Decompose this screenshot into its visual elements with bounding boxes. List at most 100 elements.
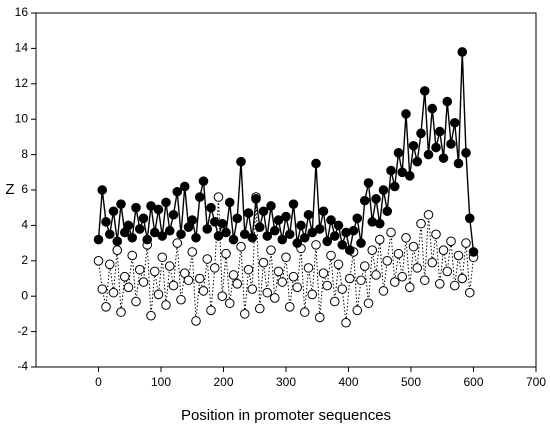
y-axis-title: Z xyxy=(5,181,14,198)
y-tick-label: 4 xyxy=(21,218,28,232)
data-point xyxy=(404,171,415,181)
data-point xyxy=(461,238,471,248)
data-point xyxy=(446,236,456,247)
data-point xyxy=(262,231,273,241)
data-point xyxy=(419,275,430,286)
data-point xyxy=(206,305,216,316)
data-point xyxy=(131,202,141,213)
x-tick-label: 300 xyxy=(276,375,296,389)
data-point xyxy=(374,234,385,245)
data-point xyxy=(164,225,175,236)
data-point xyxy=(194,192,205,202)
x-axis-title: Position in promoter sequences xyxy=(181,407,391,424)
data-point xyxy=(446,139,456,149)
data-point xyxy=(232,213,243,224)
data-point xyxy=(149,266,160,277)
data-point xyxy=(127,250,138,261)
y-tick-label: 14 xyxy=(15,41,29,55)
data-point xyxy=(243,264,254,275)
data-point xyxy=(464,287,475,298)
data-point xyxy=(329,296,340,307)
data-point xyxy=(423,209,434,220)
data-point xyxy=(431,229,441,240)
data-point xyxy=(438,153,449,163)
data-point xyxy=(236,156,246,167)
data-point xyxy=(258,257,269,268)
data-point xyxy=(198,286,209,296)
data-point xyxy=(442,266,453,277)
data-point xyxy=(251,194,261,204)
data-point xyxy=(123,220,134,231)
data-point xyxy=(393,148,404,158)
data-point xyxy=(269,225,280,236)
data-point xyxy=(412,156,423,167)
data-point xyxy=(393,248,404,259)
x-tick-label: 500 xyxy=(401,375,421,389)
data-point xyxy=(419,86,430,96)
data-point xyxy=(292,238,303,248)
data-point xyxy=(116,199,126,209)
data-point xyxy=(431,142,441,153)
data-point xyxy=(322,280,333,291)
data-point xyxy=(284,229,295,240)
y-tick-label: -4 xyxy=(17,359,28,373)
data-point xyxy=(311,240,321,250)
data-point xyxy=(232,279,243,289)
data-point xyxy=(164,261,175,271)
data-point xyxy=(134,264,145,275)
data-point xyxy=(228,234,239,245)
data-point xyxy=(176,294,186,305)
data-point xyxy=(299,232,310,243)
data-point xyxy=(356,275,366,286)
data-point xyxy=(401,232,411,243)
data-point xyxy=(359,261,370,271)
data-point xyxy=(146,310,156,321)
data-point xyxy=(382,256,393,266)
data-point xyxy=(254,303,265,314)
data-point xyxy=(108,206,119,217)
data-point xyxy=(266,245,276,255)
data-point xyxy=(228,270,239,280)
data-point xyxy=(273,266,284,277)
data-point xyxy=(464,213,475,224)
data-point xyxy=(427,257,438,268)
data-point xyxy=(224,197,235,208)
data-point xyxy=(326,215,336,225)
data-point xyxy=(416,218,426,229)
data-point xyxy=(408,241,419,252)
data-point xyxy=(427,103,438,114)
data-point xyxy=(389,181,400,192)
y-tick-label: 12 xyxy=(15,76,29,90)
data-point xyxy=(187,215,198,225)
data-point xyxy=(247,284,258,294)
x-tick-label: 100 xyxy=(151,375,171,389)
y-tick-label: 0 xyxy=(21,288,28,302)
plot-frame xyxy=(35,12,537,368)
data-point xyxy=(318,268,329,278)
x-tick-label: 0 xyxy=(95,375,102,389)
data-point xyxy=(344,245,355,255)
data-point xyxy=(239,309,250,319)
data-point xyxy=(153,204,164,215)
data-point xyxy=(468,247,479,257)
data-point xyxy=(131,296,141,307)
data-point xyxy=(236,241,246,252)
data-point xyxy=(299,307,310,317)
data-point xyxy=(247,232,258,243)
data-point xyxy=(172,238,183,248)
data-point xyxy=(97,284,108,294)
x-tick-label: 400 xyxy=(338,375,358,389)
data-point xyxy=(119,271,130,282)
data-point xyxy=(378,286,389,296)
x-tick-label: 200 xyxy=(213,375,233,389)
data-point xyxy=(161,197,171,208)
data-point xyxy=(281,252,291,263)
data-point xyxy=(123,282,134,293)
data-point xyxy=(284,302,295,312)
data-point xyxy=(404,282,415,293)
data-point xyxy=(352,213,363,224)
data-point xyxy=(442,96,453,107)
data-point xyxy=(217,291,228,302)
x-tick-label: 600 xyxy=(463,375,483,389)
data-point xyxy=(397,271,408,282)
